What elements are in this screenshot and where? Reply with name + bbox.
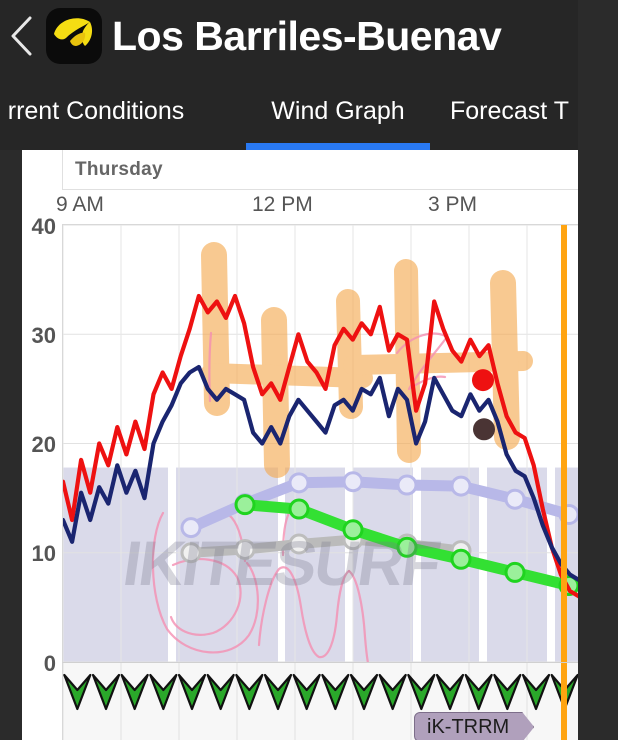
ikitesurf-kite-logo [46,8,102,64]
page-title: Los Barriles-Buenav [112,12,502,59]
app-header: Los Barriles-Buenav [0,0,618,72]
tab-label: rrent Conditions [7,96,185,125]
day-header: Thursday [62,150,578,190]
station-marker-badge[interactable]: iK-TRRM [414,712,534,740]
back-chevron-icon[interactable] [0,0,46,72]
y-tick-40: 40 [31,214,56,239]
day-label: Thursday [75,158,163,180]
right-edge-mask [578,0,618,740]
y-tick-0: 0 [43,651,56,676]
wind-direction-arrows [63,663,578,740]
tab-current-conditions[interactable]: rrent Conditions [0,72,246,150]
time-tick-3pm: 3 PM [428,193,478,216]
tab-bar: rrent Conditions Wind Graph Forecast T [0,72,618,150]
y-tick-30: 30 [31,323,56,348]
tab-wind-graph[interactable]: Wind Graph [246,72,430,150]
time-tick-9am: 9 AM [56,193,104,216]
plot-area[interactable] [62,225,578,662]
y-tick-20: 20 [31,432,56,457]
y-tick-10: 10 [31,541,56,566]
tab-underline [246,143,430,150]
plot-svg [63,225,578,662]
time-axis: 9 AM 12 PM 3 PM [56,190,578,225]
tab-label: Wind Graph [271,96,405,125]
wind-graph-panel[interactable]: Thursday 9 AM 12 PM 3 PM 40 30 20 10 0 I… [22,150,578,740]
tab-label: Forecast T [450,96,570,125]
tab-forecast-table[interactable]: Forecast T [438,72,618,150]
time-tick-12pm: 12 PM [252,193,313,216]
